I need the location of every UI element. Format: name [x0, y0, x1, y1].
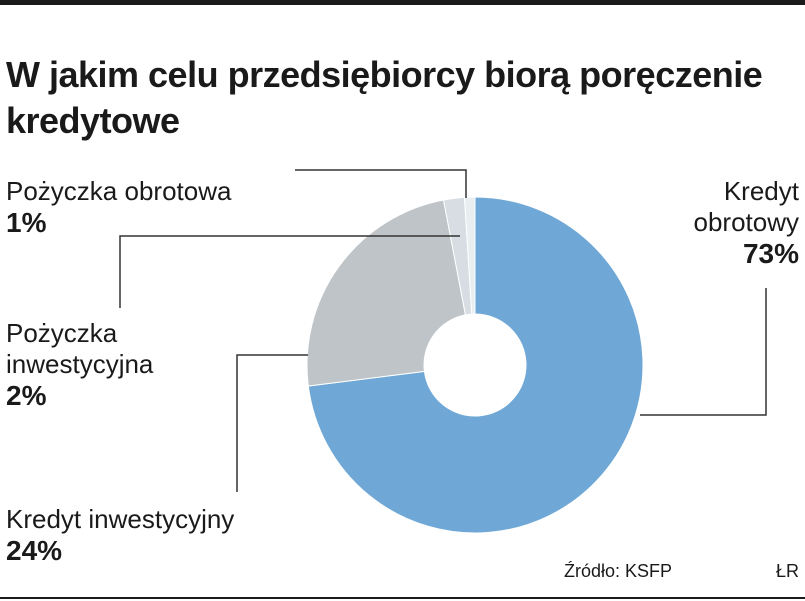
source-note: Źródło: KSFP [564, 561, 673, 581]
label-percent: 73% [742, 238, 799, 269]
leader-line-kredyt-inwestycyjny [236, 354, 308, 492]
label-percent: 2% [6, 380, 47, 411]
bottom-rule [0, 597, 805, 599]
author-credit: ŁR [775, 561, 799, 581]
leader-lines [119, 169, 767, 492]
label-kredyt-inwestycyjny: Kredyt inwestycyjny 24% [6, 504, 234, 566]
label-name: Pożyczka obrotowa [6, 176, 232, 206]
label-percent: 24% [6, 535, 63, 566]
label-name: Kredyt obrotowy [693, 176, 800, 237]
slice-kredyt-obrotowy [307, 196, 644, 534]
label-kredyt-obrotowy: Kredyt obrotowy 73% [659, 176, 800, 269]
donut-slices [306, 196, 644, 534]
label-name: Kredyt inwestycyjny [6, 504, 235, 534]
label-name: Pożyczka inwestycyjna [6, 318, 154, 379]
slice-kredyt-inwestycyjny [306, 199, 467, 387]
slice-pożyczka-obrotowa [463, 196, 476, 315]
label-pozyczka-inwestycyjna: Pożyczka inwestycyjna 2% [6, 318, 206, 411]
leader-line-kredyt-obrotowy [640, 288, 767, 416]
label-percent: 1% [6, 207, 47, 238]
label-pozyczka-obrotowa: Pożyczka obrotowa 1% [6, 176, 231, 238]
leader-line-pozyczka-obrotowa [295, 169, 467, 198]
top-rule [0, 0, 805, 5]
leader-line-pozyczka-inwestycyjna [119, 235, 460, 308]
chart-title: W jakim celu przedsiębiorcy biorą poręcz… [6, 54, 763, 141]
